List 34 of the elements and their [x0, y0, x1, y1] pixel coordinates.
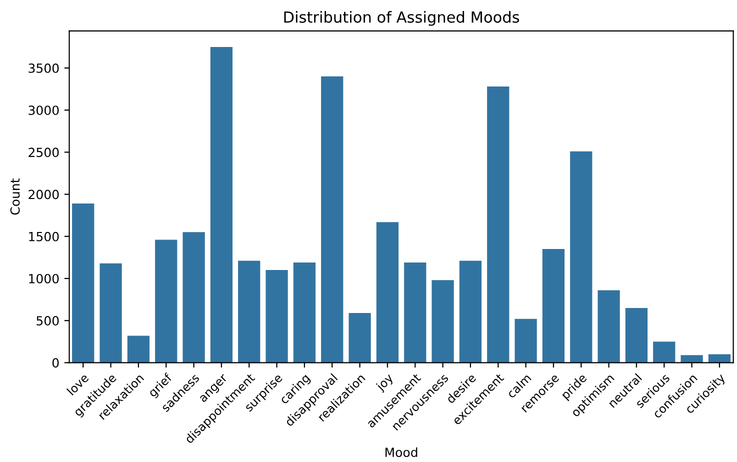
chart-title: Distribution of Assigned Moods [284, 11, 520, 26]
y-tick-label: 2500 [28, 148, 59, 158]
y-tick-label: 1500 [29, 232, 59, 242]
bar [487, 86, 510, 363]
y-tick-label: 3500 [28, 63, 59, 73]
bar [100, 263, 122, 363]
y-axis-title: Count [10, 178, 20, 215]
bar [210, 46, 233, 363]
y-tick-label: 0 [52, 358, 59, 368]
bar [293, 262, 316, 363]
y-tick-label: 2000 [28, 190, 59, 200]
bar [127, 336, 150, 363]
bar [598, 290, 620, 363]
bar [404, 262, 426, 363]
bar [570, 151, 592, 363]
y-tick-label: 3000 [28, 106, 59, 116]
bar [155, 240, 178, 363]
bar [542, 249, 565, 363]
bar [321, 76, 344, 363]
bar [514, 318, 537, 363]
bar [653, 342, 676, 363]
bar [238, 260, 260, 363]
bar [432, 280, 454, 363]
bar [625, 308, 648, 363]
bar [182, 232, 205, 363]
x-axis-title: Mood [386, 447, 418, 458]
bar [680, 355, 703, 363]
bar [459, 260, 482, 363]
bar [72, 204, 94, 363]
bar [348, 312, 371, 363]
bar [376, 222, 399, 363]
bar [266, 270, 288, 363]
y-tick-label: 1000 [29, 274, 59, 284]
y-tick-label: 500 [36, 316, 59, 326]
